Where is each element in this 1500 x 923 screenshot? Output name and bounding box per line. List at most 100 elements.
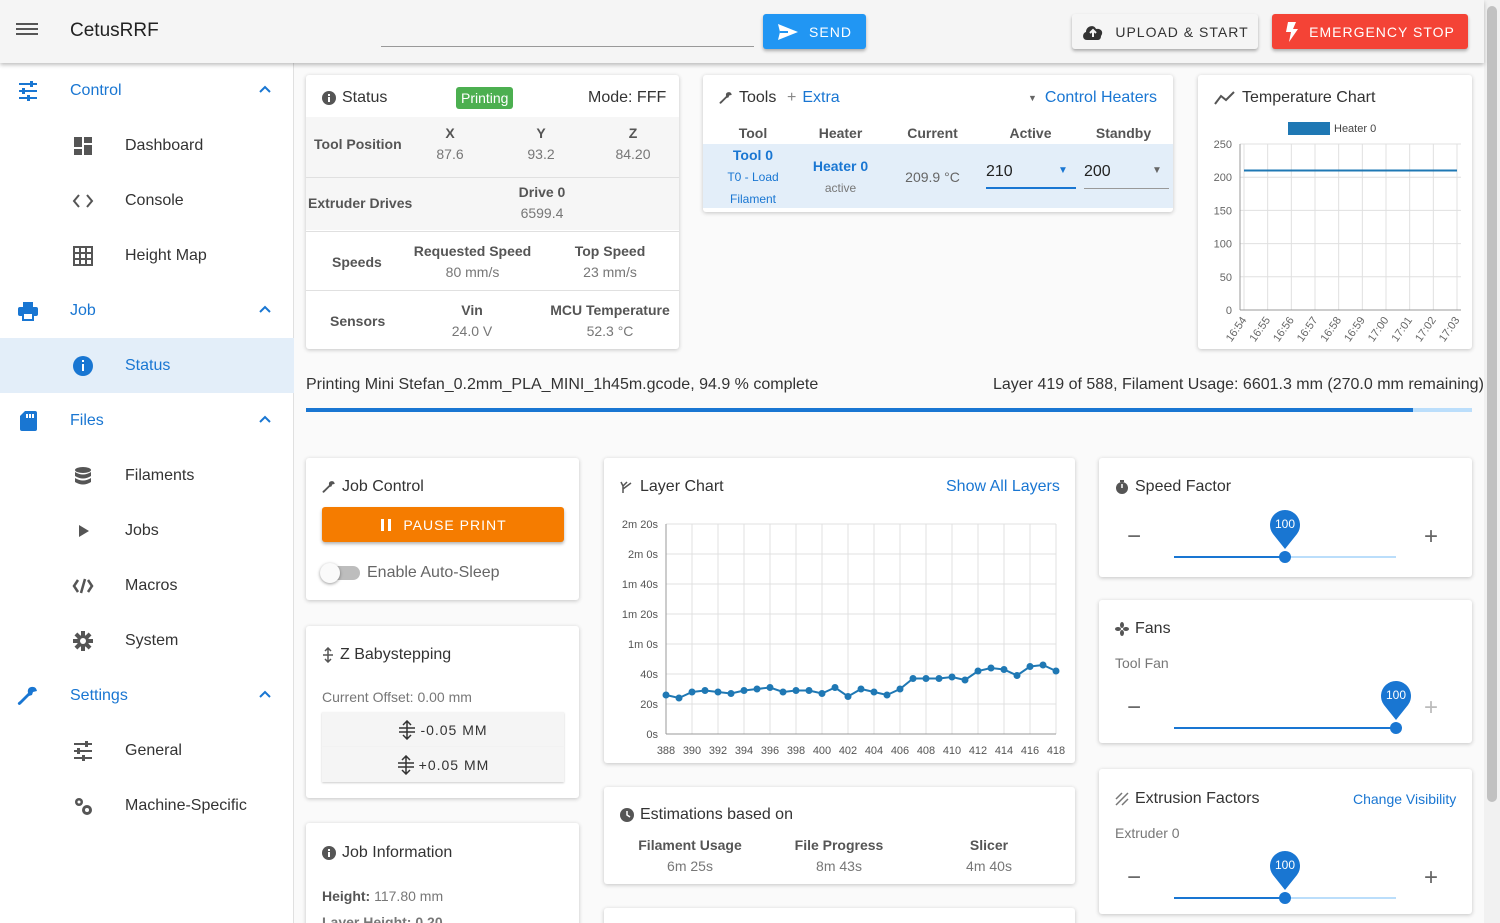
tools-card: Tools + Extra ▼ Control Heaters Tool Heate… — [703, 75, 1173, 212]
upload-start-button[interactable]: UPLOAD & START — [1072, 14, 1258, 49]
extruder-drives-label: Extruder Drives — [308, 195, 413, 211]
chevron-up-icon — [259, 85, 271, 93]
sidebar-item-console[interactable]: Console — [0, 173, 294, 228]
extrusion-slider-thumb[interactable] — [1279, 892, 1291, 904]
temp-y-tick-label: 50 — [1220, 272, 1232, 284]
sidebar-item-filaments[interactable]: Filaments — [0, 448, 294, 503]
job-information-title: Job Information — [322, 844, 452, 862]
extrusion-factor-slider[interactable]: 100 — [1174, 851, 1396, 904]
layer-data-point — [935, 675, 943, 682]
sidebar-group-label: Job — [70, 301, 96, 319]
pause-print-button[interactable]: PAUSE PRINT — [322, 507, 564, 542]
current-temp: 209.9 °C — [905, 169, 960, 185]
upload-label: UPLOAD & START — [1115, 23, 1249, 40]
sidebar-item-dashboard[interactable]: Dashboard — [0, 118, 294, 173]
tool-name[interactable]: Tool 0 — [732, 147, 774, 163]
job-progress-bar — [306, 408, 1472, 412]
speed-factor-card: Speed Factor − + 100 — [1099, 458, 1472, 577]
axis-z-label: Z — [628, 125, 638, 141]
sidebar-group-label: Settings — [70, 686, 128, 704]
col-header-current: Current — [907, 125, 958, 141]
sidebar-item-macros[interactable]: Macros — [0, 558, 294, 613]
layer-x-tick-label: 394 — [735, 745, 753, 757]
sidebar-group-files[interactable]: Files — [0, 393, 294, 448]
temperature-chart: 0 50 100 150 200 250 16:5416:5516:5616:5716:58… — [1214, 122, 1462, 344]
layer-chart-title-text: Layer Chart — [640, 478, 724, 495]
estimate-slicer-value: 4m 40s — [966, 858, 1012, 874]
babystep-plus-button[interactable]: +0.05 MM — [322, 747, 564, 782]
temp-legend-swatch — [1288, 122, 1330, 135]
speed-decrease-button[interactable]: − — [1127, 523, 1142, 550]
layer-data-point — [714, 688, 722, 696]
sidebar-group-settings[interactable]: Settings — [0, 668, 294, 723]
fan-increase-button[interactable]: + — [1424, 694, 1439, 721]
send-button[interactable]: SEND — [763, 14, 866, 49]
extruder-label: Extruder 0 — [1115, 825, 1180, 841]
sidebar-item-height-map[interactable]: Height Map — [0, 228, 294, 283]
load-filament-link-line2[interactable]: Filament — [729, 192, 776, 206]
fan-decrease-button[interactable]: − — [1127, 694, 1142, 721]
height-value: 117.80 mm — [374, 888, 444, 904]
extrusion-value-pin: 100 — [1270, 851, 1300, 890]
babystep-minus-button[interactable]: -0.05 MM — [322, 712, 564, 747]
speed-factor-title-text: Speed Factor — [1135, 478, 1232, 495]
layer-data-point — [818, 690, 826, 697]
current-offset: Current Offset: 0.00 mm — [322, 689, 472, 705]
extra-link[interactable]: + Extra — [787, 89, 840, 107]
temperature-chart-title-text: Temperature Chart — [1242, 89, 1376, 106]
menu-icon[interactable] — [16, 20, 38, 38]
gcode-input[interactable] — [381, 20, 754, 47]
fan-speed-slider[interactable]: 100 — [1174, 681, 1411, 734]
requested-speed-label: Requested Speed — [413, 243, 532, 259]
sidebar-item-general[interactable]: General — [0, 723, 294, 778]
load-filament-link-line1[interactable]: T0 - Load — [727, 170, 779, 184]
show-all-layers-link[interactable]: Show All Layers — [946, 478, 1060, 495]
sidebar-group-label: Files — [70, 411, 104, 429]
speed-factor-slider[interactable]: 100 — [1174, 510, 1396, 563]
tool-row[interactable] — [703, 144, 1173, 208]
standby-temp-input[interactable]: 200 ▼ — [1084, 161, 1169, 189]
temp-legend-label: Heater 0 — [1334, 123, 1376, 135]
layer-data-point — [948, 673, 956, 681]
z-minus-icon — [399, 719, 416, 740]
page-scrollbar[interactable] — [1484, 0, 1500, 923]
axis-x-label: X — [445, 125, 455, 141]
layer-x-tick-label: 408 — [917, 745, 935, 757]
axis-z-value: 84.20 — [615, 146, 651, 162]
chevron-up-icon — [259, 415, 271, 423]
speed-factor-title: Speed Factor — [1115, 478, 1231, 496]
layer-filament-text: Layer 419 of 588, Filament Usage: 6601.3… — [993, 376, 1484, 393]
speed-increase-button[interactable]: + — [1424, 523, 1439, 550]
estimate-file-value: 8m 43s — [816, 858, 862, 874]
active-temp-input[interactable]: 210 ▼ — [986, 161, 1076, 189]
layer-data-point — [701, 687, 709, 694]
emergency-stop-button[interactable]: EMERGENCY STOP — [1272, 14, 1468, 49]
change-visibility-link[interactable]: Change Visibility — [1353, 791, 1457, 807]
temp-x-tick-label: 16:55 — [1248, 315, 1274, 344]
fans-title-text: Fans — [1135, 620, 1171, 637]
sidebar-item-jobs[interactable]: Jobs — [0, 503, 294, 558]
axis-y-value: 93.2 — [527, 146, 555, 162]
extrusion-factors-title-text: Extrusion Factors — [1135, 790, 1260, 807]
extruder-section — [306, 178, 679, 230]
fan-value-pin: 100 — [1381, 681, 1411, 720]
layer-data-point — [740, 687, 748, 694]
z-babystepping-title-text: Z Babystepping — [340, 646, 452, 663]
fan-slider-thumb[interactable] — [1390, 722, 1402, 734]
status-badge: Printing — [456, 87, 514, 109]
sidebar-item-status[interactable]: Status — [0, 338, 294, 393]
speed-slider-thumb[interactable] — [1279, 551, 1291, 563]
sidebar-item-machine-specific[interactable]: Machine-Specific — [0, 778, 294, 833]
estimations-card: Estimations based on Filament Usage 6m 2… — [604, 787, 1075, 884]
control-heaters-dropdown[interactable]: ▼ Control Heaters — [1028, 89, 1157, 107]
sidebar-group-job[interactable]: Job — [0, 283, 294, 338]
sidebar-group-control[interactable]: Control — [0, 63, 294, 118]
heater-name[interactable]: Heater 0 — [812, 158, 869, 174]
extrusion-increase-button[interactable]: + — [1424, 864, 1439, 891]
auto-sleep-toggle[interactable] — [320, 563, 360, 583]
sidebar-item-system[interactable]: System — [0, 613, 294, 668]
scrollbar-thumb[interactable] — [1487, 6, 1497, 802]
info-icon — [73, 355, 93, 376]
extrusion-decrease-button[interactable]: − — [1127, 864, 1142, 891]
standby-temp-value: 200 — [1084, 163, 1111, 180]
